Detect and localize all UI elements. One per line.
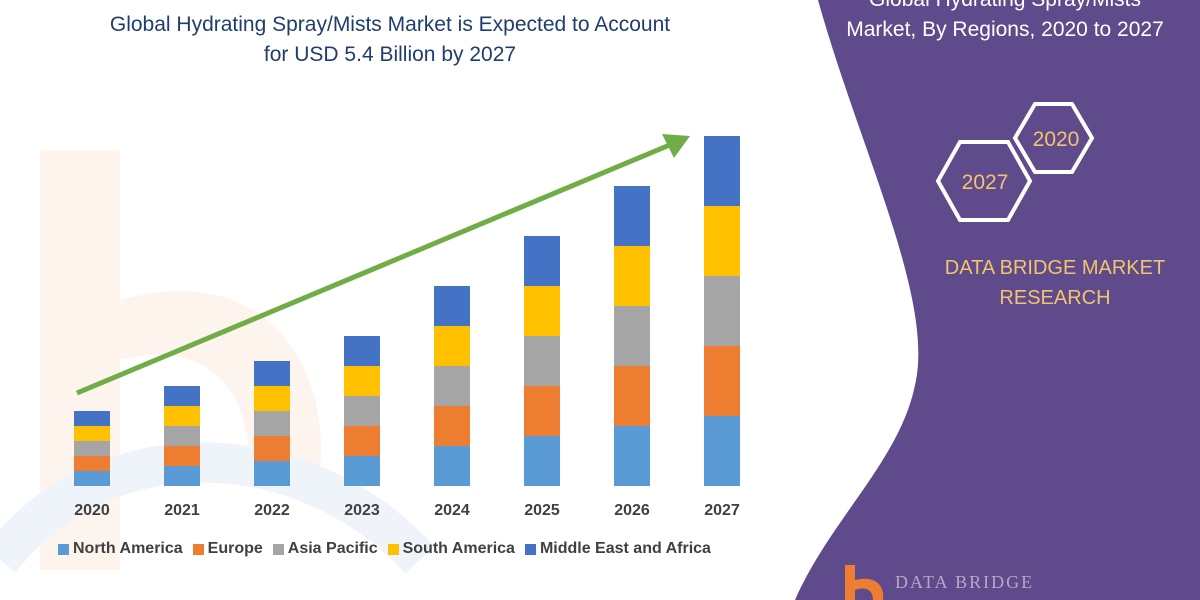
bar-segment-2021-south-america <box>164 406 200 426</box>
brand-text: DATA BRIDGE MARKET RESEARCH <box>910 253 1200 313</box>
side-panel-title: Global Hydrating Spray/Mists Market, By … <box>820 0 1190 45</box>
bar-segment-2021-asia-pacific <box>164 426 200 446</box>
bars-group <box>74 136 740 486</box>
legend-item: South America <box>387 540 515 558</box>
side-title-line-1: Global Hydrating Spray/Mists <box>820 0 1190 15</box>
chart-title-line-1: Global Hydrating Spray/Mists Market is E… <box>109 13 671 36</box>
legend-item: North America <box>58 540 183 558</box>
x-tick-label: 2022 <box>254 502 290 519</box>
x-tick-label: 2021 <box>164 502 200 519</box>
brand-line-2: RESEARCH <box>999 287 1111 309</box>
x-tick-label: 2026 <box>614 502 650 519</box>
bar-segment-2021-europe <box>164 446 200 466</box>
bar-segment-2027-north-america <box>704 416 740 486</box>
legend-swatch <box>192 543 204 555</box>
legend-label: Europe <box>207 540 263 557</box>
bar-segment-2021-middle-east-and-africa <box>164 386 200 406</box>
x-tick-label: 2025 <box>524 502 560 519</box>
bar-segment-2022-europe <box>254 436 290 461</box>
bar-segment-2026-north-america <box>614 426 650 486</box>
trend-arrow-line <box>76 141 673 396</box>
legend-swatch <box>524 543 536 555</box>
bar-segment-2020-europe <box>74 456 110 471</box>
bar-segment-2023-europe <box>344 426 380 456</box>
bar-segment-2025-north-america <box>524 436 560 486</box>
bar-segment-2021-north-america <box>164 466 200 486</box>
x-tick-label: 2023 <box>344 502 380 519</box>
hex-label-2027: 2027 <box>962 171 1009 194</box>
hex-label-2020: 2020 <box>1033 128 1080 151</box>
bar-segment-2023-middle-east-and-africa <box>344 336 380 366</box>
legend-item: Europe <box>192 540 263 558</box>
footer-logo: DATA BRIDGE <box>845 565 1034 600</box>
bar-segment-2024-europe <box>434 406 470 446</box>
bar-segment-2022-asia-pacific <box>254 411 290 436</box>
bar-segment-2025-middle-east-and-africa <box>524 236 560 286</box>
bar-segment-2020-middle-east-and-africa <box>74 411 110 426</box>
bar-segment-2027-asia-pacific <box>704 276 740 346</box>
legend: North America Europe Asia Pacific South Ame… <box>58 540 711 558</box>
hex-2027 <box>935 140 1033 222</box>
bar-segment-2024-north-america <box>434 446 470 486</box>
legend-item: Middle East and Africa <box>524 540 711 558</box>
bar-segment-2022-middle-east-and-africa <box>254 361 290 386</box>
bar-segment-2023-south-america <box>344 366 380 396</box>
legend-item: Asia Pacific <box>272 540 378 558</box>
chart-title: Global Hydrating Spray/Mists Market is E… <box>40 10 740 70</box>
bar-segment-2026-europe <box>614 366 650 426</box>
legend-label: Asia Pacific <box>287 540 378 557</box>
hex-2020 <box>1012 102 1095 174</box>
bar-segment-2025-south-america <box>524 286 560 336</box>
footer-logo-text: DATA BRIDGE <box>895 572 1034 592</box>
bar-segment-2020-south-america <box>74 426 110 441</box>
bar-segment-2024-middle-east-and-africa <box>434 286 470 326</box>
bar-segment-2025-europe <box>524 386 560 436</box>
bar-segment-2023-asia-pacific <box>344 396 380 426</box>
bar-segment-2026-middle-east-and-africa <box>614 186 650 246</box>
side-panel <box>795 0 1200 600</box>
bar-segment-2022-south-america <box>254 386 290 411</box>
bar-segment-2025-asia-pacific <box>524 336 560 386</box>
bar-segment-2020-asia-pacific <box>74 441 110 456</box>
x-tick-label: 2027 <box>704 502 740 519</box>
brand-line-1: DATA BRIDGE MARKET <box>944 257 1166 279</box>
bar-segment-2026-south-america <box>614 246 650 306</box>
bar-segment-2023-north-america <box>344 456 380 486</box>
bar-segment-2026-asia-pacific <box>614 306 650 366</box>
bar-segment-2027-middle-east-and-africa <box>704 136 740 206</box>
legend-swatch <box>58 543 69 555</box>
x-tick-label: 2020 <box>74 502 110 519</box>
bar-segment-2024-south-america <box>434 326 470 366</box>
x-tick-label: 2024 <box>434 502 470 519</box>
trend-arrow-head <box>662 134 690 158</box>
chart-title-line-2: for USD 5.4 Billion by 2027 <box>263 43 517 66</box>
legend-label: North America <box>73 540 183 557</box>
bar-segment-2022-north-america <box>254 461 290 486</box>
bar-segment-2027-south-america <box>704 206 740 276</box>
bar-segment-2024-asia-pacific <box>434 366 470 406</box>
side-title-line-2: Market, By Regions, 2020 to 2027 <box>846 18 1164 41</box>
legend-label: Middle East and Africa <box>539 540 711 557</box>
bar-segment-2020-north-america <box>74 471 110 486</box>
legend-label: South America <box>402 540 515 557</box>
bar-segment-2027-europe <box>704 346 740 416</box>
legend-swatch <box>272 543 284 555</box>
legend-swatch <box>387 543 399 555</box>
